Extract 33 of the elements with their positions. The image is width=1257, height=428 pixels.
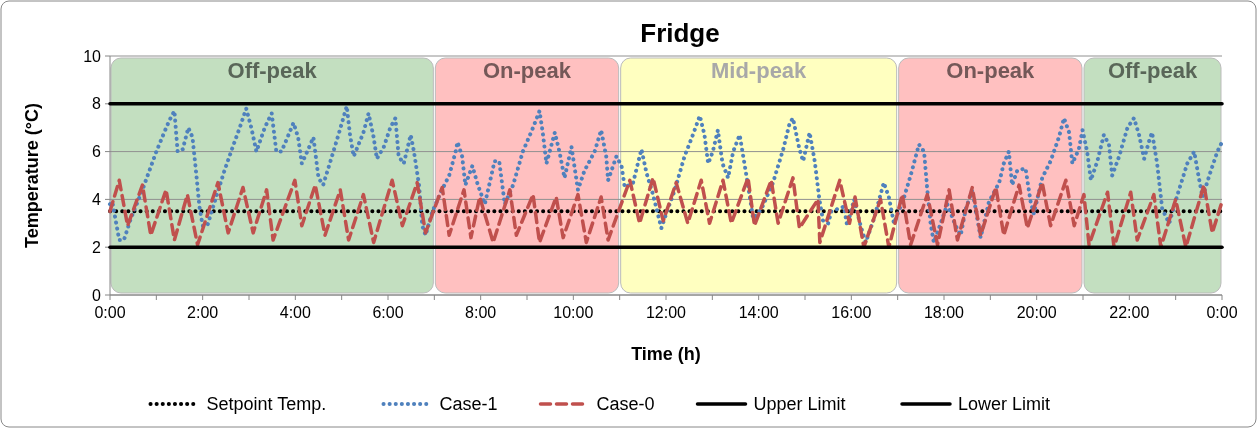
x-axis-title: Time (h)	[631, 344, 701, 364]
x-tick-label: 22:00	[1109, 304, 1150, 321]
line-series	[108, 104, 1224, 245]
x-tick-label: 18:00	[923, 304, 965, 321]
chart-title: Fridge	[640, 18, 720, 48]
x-tick-label: 16:00	[831, 304, 872, 321]
y-tick-label: 4	[92, 191, 102, 208]
y-tick-label: 8	[92, 95, 102, 113]
y-tick-label: 10	[83, 47, 102, 65]
legend-label: Lower Limit	[958, 394, 1051, 415]
band-label: Off-peak	[1107, 58, 1198, 83]
band-label: Off-peak	[227, 58, 318, 83]
x-tick-label: 20:00	[1016, 304, 1057, 321]
legend-label: Upper Limit	[753, 394, 846, 415]
band-label: Mid-peak	[710, 58, 808, 83]
x-tick-label: 12:00	[645, 304, 687, 321]
band-label: On-peak	[482, 58, 572, 83]
x-tick-label: 4:00	[279, 304, 312, 321]
x-tick-label: 10:00	[553, 304, 594, 321]
x-tick-label: 6:00	[372, 304, 404, 321]
legend-label: Case-0	[596, 394, 655, 415]
legend-label: Case-1	[439, 394, 498, 415]
x-tick-label: 0:00	[1206, 304, 1238, 321]
y-tick-label: 6	[92, 143, 102, 161]
x-tick-label: 0:00	[94, 304, 126, 321]
legend-label: Setpoint Temp.	[206, 394, 327, 415]
y-tick-label: 2	[92, 238, 102, 256]
band-label: On-peak	[946, 58, 1036, 83]
x-tick-label: 14:00	[738, 304, 779, 321]
x-tick-label: 8:00	[465, 304, 497, 321]
x-tick-label: 2:00	[187, 304, 219, 321]
y-tick-label: 0	[92, 286, 102, 304]
y-axis-title: Temperature (°C)	[22, 103, 42, 248]
